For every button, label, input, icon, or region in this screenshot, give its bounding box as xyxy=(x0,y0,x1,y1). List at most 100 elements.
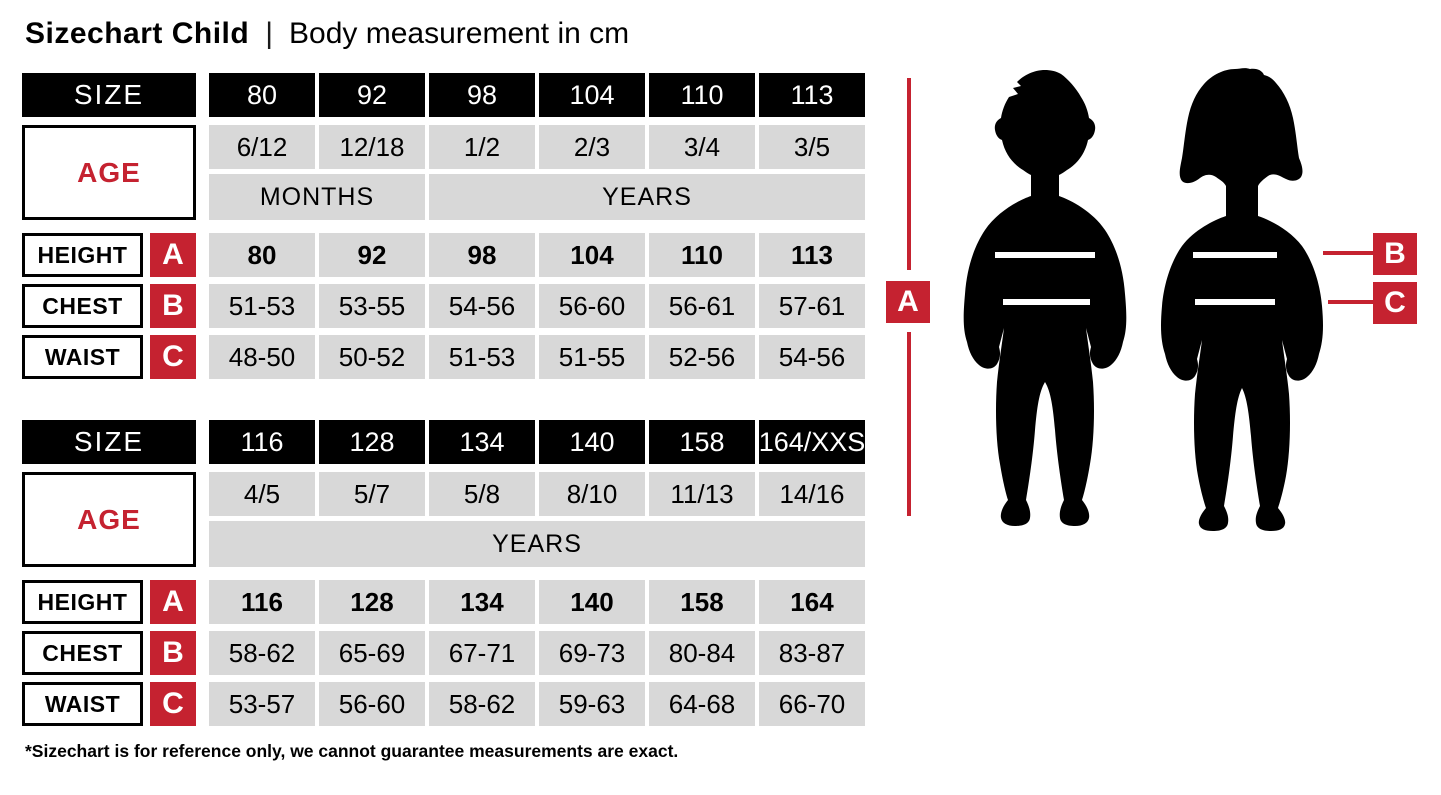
age-value: 12/18 xyxy=(319,125,425,169)
height-value: 140 xyxy=(539,580,645,624)
boy-silhouette xyxy=(963,70,1127,526)
chest-row: CHEST B 51-53 53-55 54-56 56-60 56-61 57… xyxy=(22,284,872,328)
waist-row: WAIST C 48-50 50-52 51-53 51-55 52-56 54… xyxy=(22,335,872,379)
size-table-2: SIZE 116 128 134 140 158 164/XXS AGE 4/5… xyxy=(22,420,872,733)
chest-value: 67-71 xyxy=(429,631,535,675)
measure-label-b: B xyxy=(1373,233,1417,275)
size-value: 113 xyxy=(759,73,865,117)
age-value: 11/13 xyxy=(649,472,755,516)
size-value: 98 xyxy=(429,73,535,117)
boy-waist-band-line xyxy=(1003,299,1090,305)
size-row: SIZE 116 128 134 140 158 164/XXS xyxy=(22,420,872,464)
waist-label: WAIST xyxy=(22,335,143,379)
age-values-column: 4/5 5/7 5/8 8/10 11/13 14/16 YEARS xyxy=(209,472,865,567)
height-value: 128 xyxy=(319,580,425,624)
waist-value: 51-53 xyxy=(429,335,535,379)
height-row: HEIGHT A 80 92 98 104 110 113 xyxy=(22,233,872,277)
footnote: *Sizechart is for reference only, we can… xyxy=(25,741,679,761)
chest-row: CHEST B 58-62 65-69 67-71 69-73 80-84 83… xyxy=(22,631,872,675)
age-label-box: AGE xyxy=(22,125,196,220)
waist-value: 64-68 xyxy=(649,682,755,726)
waist-row: WAIST C 53-57 56-60 58-62 59-63 64-68 66… xyxy=(22,682,872,726)
age-value: 6/12 xyxy=(209,125,315,169)
waist-measure-line xyxy=(1328,300,1373,304)
title-separator: | xyxy=(265,17,274,50)
waist-letter-badge: C xyxy=(150,682,196,726)
height-letter-badge: A xyxy=(150,580,196,624)
age-values-column: 6/12 12/18 1/2 2/3 3/4 3/5 MONTHS YEARS xyxy=(209,125,865,220)
age-value: 3/4 xyxy=(649,125,755,169)
chest-value: 58-62 xyxy=(209,631,315,675)
size-value: 128 xyxy=(319,420,425,464)
size-value: 92 xyxy=(319,73,425,117)
age-values-row: 4/5 5/7 5/8 8/10 11/13 14/16 xyxy=(209,472,865,516)
chest-letter-badge: B xyxy=(150,284,196,328)
title-subtitle: Body measurement in cm xyxy=(289,17,630,50)
height-value: 113 xyxy=(759,233,865,277)
size-value: 158 xyxy=(649,420,755,464)
age-values-row: 6/12 12/18 1/2 2/3 3/4 3/5 xyxy=(209,125,865,169)
waist-value: 50-52 xyxy=(319,335,425,379)
size-value: 116 xyxy=(209,420,315,464)
measure-label-a: A xyxy=(886,281,930,323)
size-row: SIZE 80 92 98 104 110 113 xyxy=(22,73,872,117)
chest-value: 56-61 xyxy=(649,284,755,328)
height-value: 92 xyxy=(319,233,425,277)
girl-waist-band-line xyxy=(1195,299,1275,305)
age-units-row: YEARS xyxy=(209,521,865,567)
height-measure-line-top xyxy=(907,78,911,270)
age-unit-months: MONTHS xyxy=(209,174,425,220)
boy-chest-band-line xyxy=(995,252,1095,258)
age-value: 14/16 xyxy=(759,472,865,516)
chest-value: 51-53 xyxy=(209,284,315,328)
age-value: 8/10 xyxy=(539,472,645,516)
chest-label: CHEST xyxy=(22,631,143,675)
size-table-1: SIZE 80 92 98 104 110 113 AGE 6/12 12/18… xyxy=(22,73,872,386)
title-main: Sizechart Child xyxy=(25,17,250,50)
chest-value: 54-56 xyxy=(429,284,535,328)
chest-value: 80-84 xyxy=(649,631,755,675)
chest-label: CHEST xyxy=(22,284,143,328)
height-measure-line-bottom xyxy=(907,332,911,516)
height-value: 110 xyxy=(649,233,755,277)
size-value: 80 xyxy=(209,73,315,117)
height-row: HEIGHT A 116 128 134 140 158 164 xyxy=(22,580,872,624)
size-value: 110 xyxy=(649,73,755,117)
age-units-row: MONTHS YEARS xyxy=(209,174,865,220)
height-letter-badge: A xyxy=(150,233,196,277)
height-value: 158 xyxy=(649,580,755,624)
size-header-label: SIZE xyxy=(22,420,196,464)
waist-value: 53-57 xyxy=(209,682,315,726)
chest-value: 83-87 xyxy=(759,631,865,675)
height-value: 116 xyxy=(209,580,315,624)
waist-value: 48-50 xyxy=(209,335,315,379)
girl-silhouette xyxy=(1161,68,1323,531)
age-value: 4/5 xyxy=(209,472,315,516)
age-value: 5/8 xyxy=(429,472,535,516)
waist-value: 54-56 xyxy=(759,335,865,379)
age-value: 5/7 xyxy=(319,472,425,516)
chest-value: 65-69 xyxy=(319,631,425,675)
size-value: 164/XXS xyxy=(759,420,865,464)
chest-measure-line xyxy=(1323,251,1373,255)
age-unit-years: YEARS xyxy=(209,521,865,567)
height-value: 164 xyxy=(759,580,865,624)
age-value: 1/2 xyxy=(429,125,535,169)
girl-chest-band-line xyxy=(1193,252,1277,258)
waist-letter-badge: C xyxy=(150,335,196,379)
height-label: HEIGHT xyxy=(22,580,143,624)
size-value: 104 xyxy=(539,73,645,117)
chest-value: 53-55 xyxy=(319,284,425,328)
size-value: 134 xyxy=(429,420,535,464)
waist-value: 66-70 xyxy=(759,682,865,726)
height-value: 134 xyxy=(429,580,535,624)
size-header-label: SIZE xyxy=(22,73,196,117)
size-value: 140 xyxy=(539,420,645,464)
age-section: AGE 4/5 5/7 5/8 8/10 11/13 14/16 YEARS xyxy=(22,472,872,567)
height-value: 104 xyxy=(539,233,645,277)
height-value: 80 xyxy=(209,233,315,277)
chest-letter-badge: B xyxy=(150,631,196,675)
waist-value: 52-56 xyxy=(649,335,755,379)
waist-label: WAIST xyxy=(22,682,143,726)
